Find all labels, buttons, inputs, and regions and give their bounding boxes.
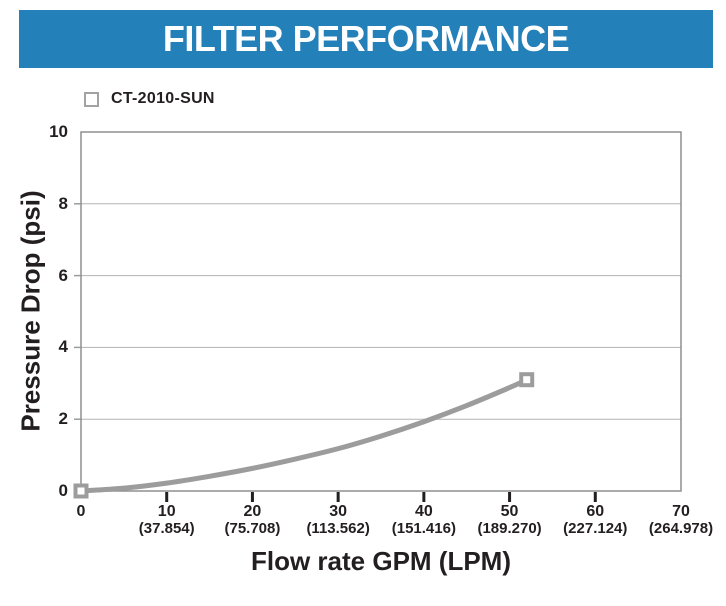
x-tick-gpm: 40 <box>414 503 433 520</box>
plot-border <box>80 131 682 492</box>
data-point-marker <box>519 372 535 388</box>
x-tick-label: 10 (37.854) <box>119 504 215 537</box>
x-tick-gpm: 0 <box>76 503 86 520</box>
y-tick-label: 0 <box>58 481 68 500</box>
x-tick-label: 30 (113.562) <box>290 504 386 537</box>
page-title: FILTER PERFORMANCE <box>162 18 570 59</box>
y-tick-label: 6 <box>58 265 68 285</box>
x-tick-label: 50 (189.270) <box>462 504 558 537</box>
x-tick-label: 40 (151.416) <box>376 504 472 537</box>
x-tick-gpm: 70 <box>672 503 690 520</box>
x-tick-lpm: (264.978) <box>648 520 714 537</box>
x-axis-title: Flow rate GPM (LPM) <box>251 546 511 576</box>
x-tick-lpm: (37.854) <box>138 520 195 537</box>
x-tick-lpm: (189.270) <box>477 520 542 537</box>
data-point-marker <box>73 483 89 499</box>
legend-series-label: CT-2010-SUN <box>111 90 215 107</box>
y-tick-label: 2 <box>58 409 68 429</box>
legend: CT-2010-SUN <box>84 90 215 108</box>
series-curve <box>78 377 530 494</box>
x-tick-label: 70 (264.978) <box>633 504 726 537</box>
header-banner: FILTER PERFORMANCE <box>19 10 713 68</box>
x-tick-lpm: (227.124) <box>563 520 628 537</box>
x-tick-lpm: (151.416) <box>391 520 456 537</box>
x-tick-gpm: 50 <box>500 503 519 520</box>
square-marker-icon <box>84 91 99 107</box>
x-tick-label: 60 (227.124) <box>547 504 643 537</box>
x-tick-gpm: 60 <box>586 503 605 520</box>
x-tick-lpm: (113.562) <box>306 520 370 537</box>
x-tick-gpm: 30 <box>329 503 348 520</box>
x-tick-gpm: 10 <box>157 503 176 520</box>
y-tick-label: 8 <box>58 193 68 213</box>
y-tick-label: 4 <box>58 337 68 357</box>
x-tick-gpm: 20 <box>243 503 262 520</box>
y-axis-title: Pressure Drop (psi) <box>15 190 46 432</box>
y-tick-label: 10 <box>49 122 68 141</box>
x-tick-label: 20 (75.708) <box>204 504 300 537</box>
x-tick-label: 0 <box>33 504 129 520</box>
x-tick-lpm: (75.708) <box>224 520 281 537</box>
